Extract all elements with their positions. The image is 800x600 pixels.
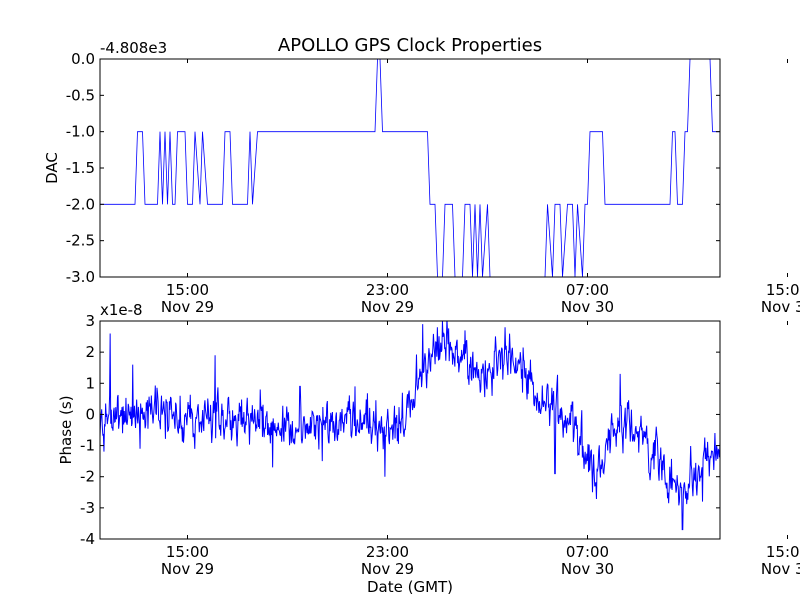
y-tick-label: -3 (80, 499, 95, 517)
y-tick-label: 0.0 (71, 50, 95, 68)
x-tick-time-label: 15:00 (166, 543, 209, 561)
x-tick-date-label: Nov 29 (361, 298, 414, 316)
x-tick-time-label: 15:00 (166, 281, 209, 299)
data-series-line (100, 59, 720, 277)
x-tick-time-label: 23:00 (366, 281, 409, 299)
x-tick-date-label: Nov 29 (161, 298, 214, 316)
y-tick-label: 2 (85, 343, 95, 361)
x-tick-date-label: Nov 29 (361, 560, 414, 578)
y-tick-label: -1.5 (66, 159, 95, 177)
x-tick-time-label: 23:00 (366, 543, 409, 561)
axis-offset-label: -4.808e3 (100, 39, 167, 57)
y-tick-label: -1.0 (66, 123, 95, 141)
data-series-line (100, 321, 720, 531)
y-axis-label: DAC (43, 152, 61, 184)
y-tick-label: -2.5 (66, 232, 95, 250)
x-tick-date-label: Nov 30 (761, 298, 800, 316)
y-tick-label: -2 (80, 468, 95, 486)
axis-offset-label: x1e-8 (100, 301, 143, 319)
y-axis-label: Phase (s) (57, 395, 75, 464)
x-tick-time-label: 15:00 (766, 281, 800, 299)
x-tick-date-label: Nov 29 (161, 560, 214, 578)
y-tick-label: -1 (80, 437, 95, 455)
y-tick-label: -3.0 (66, 268, 95, 286)
y-tick-label: 3 (85, 312, 95, 330)
y-tick-label: 1 (85, 374, 95, 392)
y-tick-label: 0 (85, 405, 95, 423)
x-axis-label: Date (GMT) (367, 578, 453, 596)
y-tick-label: -4 (80, 530, 95, 548)
plot-area (100, 59, 720, 277)
x-tick-time-label: 07:00 (566, 281, 609, 299)
x-tick-date-label: Nov 30 (561, 560, 614, 578)
y-tick-label: -2.0 (66, 195, 95, 213)
x-tick-date-label: Nov 30 (561, 298, 614, 316)
y-tick-label: -0.5 (66, 86, 95, 104)
plot-frame (99, 320, 721, 540)
x-tick-time-label: 07:00 (566, 543, 609, 561)
x-tick-date-label: Nov 30 (761, 560, 800, 578)
x-tick-time-label: 15:00 (766, 543, 800, 561)
chart-title: APOLLO GPS Clock Properties (278, 35, 542, 56)
